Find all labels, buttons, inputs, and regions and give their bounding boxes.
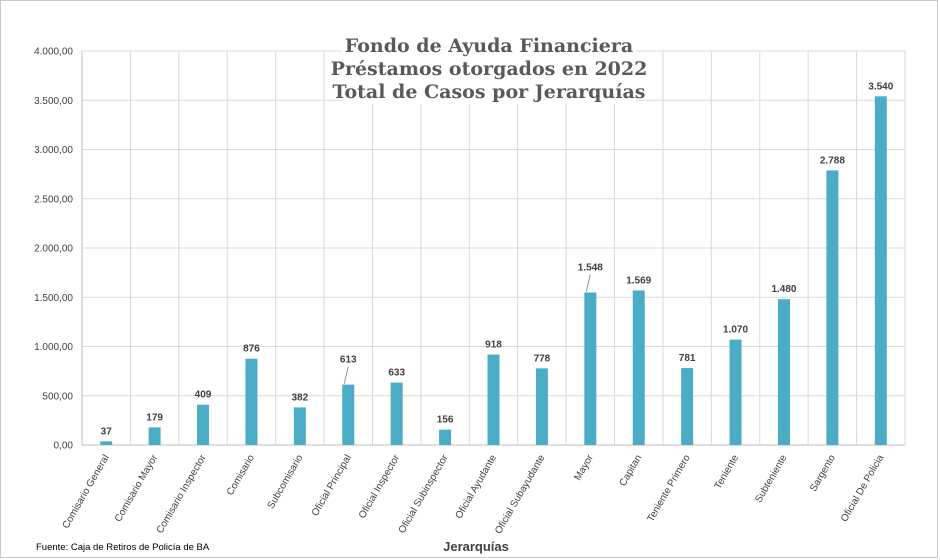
category-label: Oficial Subinspector	[397, 452, 451, 535]
category-label: Capitan	[618, 453, 645, 488]
bar	[148, 427, 161, 445]
data-label: 382	[292, 392, 309, 403]
data-label: 781	[679, 353, 696, 364]
y-tick-label: 3.500,00	[34, 96, 73, 107]
category-label: Comisario General	[61, 453, 112, 531]
data-labels: 37 179 409 876 382 613 633 156 918 778 1.548 1.569 7…	[101, 81, 894, 437]
y-tick-label: 3.000,00	[34, 145, 73, 156]
category-label: Comisario Mayor	[113, 452, 161, 524]
data-label: 876	[243, 344, 260, 355]
title-background	[342, 28, 636, 104]
label-leader-line	[343, 366, 349, 384]
category-label: Oficial Principal	[310, 453, 354, 518]
data-label: 179	[146, 412, 163, 423]
bar	[100, 441, 113, 445]
category-label: Teniente Primero	[645, 453, 693, 524]
y-tick-label: 2.500,00	[34, 194, 73, 205]
title-line-3: Total de Casos por Jerarquías	[333, 81, 646, 103]
data-label: 2.788	[820, 155, 845, 166]
bar	[293, 407, 306, 445]
bar	[245, 358, 258, 445]
category-label: Oficial Ayudante	[454, 453, 500, 521]
category-label: Subteniente	[753, 453, 789, 505]
bars	[100, 96, 887, 445]
bar	[874, 96, 887, 445]
bar	[584, 292, 597, 445]
category-label: Oficial Inspector	[357, 452, 403, 520]
category-label: Comisario	[225, 453, 257, 498]
category-label: Oficial Subayudante	[493, 453, 547, 536]
label-leader-line	[585, 274, 591, 292]
data-label: 613	[340, 355, 357, 366]
bar	[535, 368, 548, 445]
data-label: 1.070	[723, 325, 748, 336]
bar	[632, 290, 645, 445]
category-label: Oficial De Policia	[839, 453, 887, 524]
data-label: 3.540	[868, 81, 893, 92]
bar	[342, 384, 355, 445]
bar	[439, 429, 452, 445]
bar	[390, 382, 403, 445]
data-label: 37	[101, 426, 113, 437]
chart-title: Fondo de Ayuda Financiera Préstamos otor…	[331, 35, 648, 103]
y-tick-label: 4.000,00	[34, 47, 73, 58]
title-line-2: Préstamos otorgados en 2022	[331, 58, 648, 80]
x-axis-label: Jerarquías	[443, 539, 509, 554]
y-tick-label: 1.000,00	[34, 342, 73, 353]
data-label: 156	[437, 415, 454, 426]
category-label: Sargento	[808, 453, 838, 494]
bar	[681, 368, 694, 445]
data-label: 1.548	[578, 263, 603, 274]
y-tick-label: 500,00	[42, 391, 73, 402]
data-label: 409	[195, 390, 212, 401]
y-tick-labels: 0,00 500,00 1.000,00 1.500,00 2.000,00 2.500,…	[34, 47, 73, 452]
category-label: Subcomisario	[266, 453, 306, 511]
category-label: Comisario Inspector	[155, 452, 209, 535]
data-label: 1.480	[771, 284, 796, 295]
title-line-1: Fondo de Ayuda Financiera	[345, 35, 633, 57]
bar	[729, 339, 742, 445]
category-labels: Comisario General Comisario MayorComisari…	[61, 452, 887, 536]
source-note: Fuente: Caja de Retiros de Policía de BA	[36, 542, 210, 553]
data-label: 778	[534, 353, 551, 364]
y-tick-label: 1.500,00	[34, 293, 73, 304]
category-label: Teniente	[713, 453, 742, 492]
bar	[487, 354, 500, 445]
data-label: 633	[388, 368, 405, 379]
y-tick-label: 0,00	[54, 441, 74, 452]
bar	[197, 404, 210, 445]
data-label: 1.569	[626, 275, 651, 286]
bar	[777, 299, 790, 445]
data-label: 918	[485, 340, 502, 351]
y-tick-label: 2.000,00	[34, 244, 73, 255]
category-label: Mayor	[572, 452, 596, 482]
bar	[826, 170, 839, 445]
